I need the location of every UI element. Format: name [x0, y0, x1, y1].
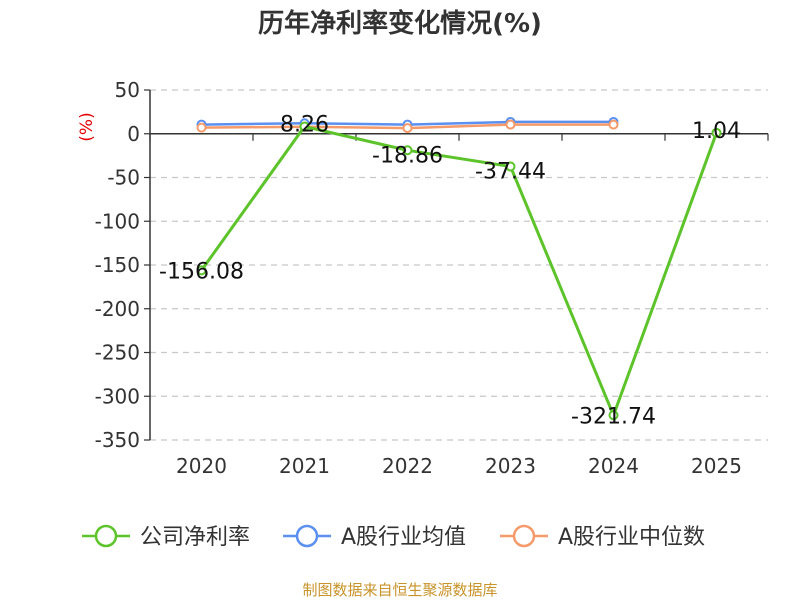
- grid-lines: [150, 89, 768, 441]
- x-tick-label: 2020: [176, 454, 227, 478]
- x-tick-label: 2021: [279, 454, 330, 478]
- x-tick-label: 2025: [691, 454, 742, 478]
- x-tick-label: 2024: [588, 454, 639, 478]
- axes: 50 0 -50 -100 -150 -200 -250 -300 -350 2020 2021 20…: [95, 78, 769, 478]
- y-tick-label: 50: [115, 78, 140, 102]
- legend: 公司净利率 A股行业均值 A股行业中位数: [82, 524, 705, 550]
- data-labels: -156.08 8.26 -18.86 -37.44 -321.74 1.04: [159, 113, 741, 430]
- y-axis-unit: (%): [77, 112, 97, 141]
- legend-label: 公司净利率: [140, 525, 250, 550]
- y-tick-label: -350: [95, 428, 140, 452]
- legend-marker: [295, 524, 319, 548]
- legend-label: A股行业中位数: [558, 525, 705, 550]
- series-point-0: [608, 410, 619, 421]
- y-tick-label: 0: [127, 122, 140, 146]
- series-point-2: [608, 119, 619, 130]
- data-label: 1.04: [692, 119, 741, 144]
- y-tick-label: -250: [95, 341, 140, 365]
- series-point-0: [505, 161, 516, 172]
- series-point-2: [196, 122, 207, 133]
- y-tick-label: -150: [95, 253, 140, 277]
- series-point-2: [402, 123, 413, 134]
- y-tick-label: -200: [95, 297, 140, 321]
- legend-marker: [94, 524, 118, 548]
- data-label: -37.44: [475, 160, 546, 185]
- data-label: 8.26: [280, 113, 329, 138]
- y-tick-label: -100: [95, 209, 140, 233]
- data-label: -156.08: [159, 259, 244, 284]
- legend-label: A股行业均值: [341, 525, 466, 550]
- source-note: 制图数据来自恒生聚源数据库: [302, 581, 497, 599]
- series-point-0: [196, 265, 207, 276]
- data-label: -321.74: [571, 404, 656, 429]
- data-label: -18.86: [372, 143, 443, 168]
- series-point-0: [299, 121, 310, 132]
- y-tick-label: -300: [95, 384, 140, 408]
- chart-title: 历年净利率变化情况(%): [258, 8, 542, 39]
- x-tick-label: 2022: [382, 454, 433, 478]
- series-point-0: [402, 145, 413, 156]
- series-line-0: [200, 125, 718, 417]
- series-point-2: [505, 119, 516, 130]
- legend-marker: [512, 524, 536, 548]
- series: [196, 116, 722, 421]
- x-tick-label: 2023: [485, 454, 536, 478]
- y-tick-label: -50: [107, 166, 140, 190]
- series-point-0: [711, 127, 722, 138]
